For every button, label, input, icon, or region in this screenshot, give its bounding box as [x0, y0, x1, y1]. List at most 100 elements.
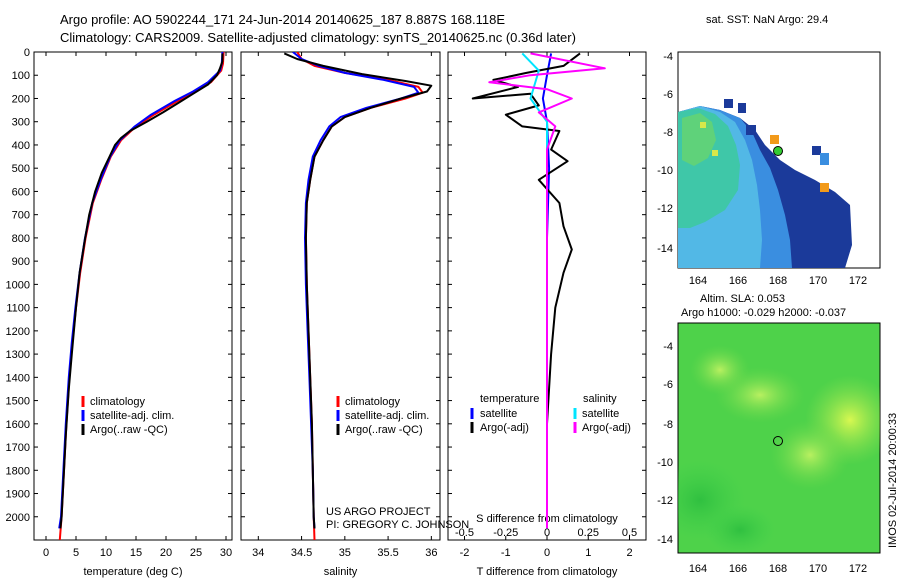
y-tick-label: 1300	[6, 349, 30, 361]
sst-map-title: sat. SST: NaN Argo: 29.4	[706, 14, 828, 26]
pi-credit: PI: GREGORY C. JOHNSON	[326, 519, 469, 531]
sla-xtick-label: 164	[689, 563, 707, 575]
sst-ytick-label: -6	[663, 89, 673, 101]
sla-axes: 164 166 168 170 172 -4 -6 -8 -10 -12 -14	[657, 341, 867, 575]
profile-chart-1: 34 34.5 35 35.5 36 salinity	[240, 51, 441, 578]
profile-chart-0: 0 5 10 15 20 25 30 temperature (deg C) 0 100 200 30…	[6, 47, 233, 578]
y-tick-label: 800	[12, 233, 30, 245]
legend-head-temperature: temperature	[480, 393, 539, 405]
x-axis-label: salinity	[324, 566, 358, 578]
figure-title-line2: Climatology: CARS2009. Satellite-adjuste…	[60, 30, 576, 45]
legend-temperature: climatology satellite-adj. clim. Argo(..…	[81, 396, 174, 436]
sst-ytick-label: -12	[657, 203, 673, 215]
x-tick-label: 30	[220, 547, 232, 559]
y-tick-label: 1000	[6, 279, 30, 291]
sla-ytick-label: -8	[663, 419, 673, 431]
x-tick-label: 36	[425, 547, 437, 559]
sla-ytick-label: -12	[657, 495, 673, 507]
sla-xtick-label: 166	[729, 563, 747, 575]
y-tick-label: 100	[12, 70, 30, 82]
y-tick-label: 600	[12, 186, 30, 198]
y-tick-label: 500	[12, 163, 30, 175]
series-line-2	[283, 52, 433, 529]
y-tick-label: 1500	[6, 396, 30, 408]
sla-map: 164 166 168 170 172 -4 -6 -8 -10 -12 -14	[657, 322, 881, 575]
y-tick-label: 1700	[6, 442, 30, 454]
y-tick-label: 900	[12, 256, 30, 268]
top-x-tick-label: 0.5	[622, 527, 637, 539]
y-tick-label: 0	[24, 47, 30, 59]
x-tick-label: 35	[339, 547, 351, 559]
sla-xtick-label: 168	[769, 563, 787, 575]
y-tick-label: 1900	[6, 489, 30, 501]
x-tick-label: 2	[626, 547, 632, 559]
sst-ytick-label: -8	[663, 127, 673, 139]
legend-label-sat: satellite-adj. clim.	[345, 410, 429, 422]
x-axis-label: T difference from climatology	[477, 566, 618, 578]
x-tick-label: 34	[252, 547, 264, 559]
legend-difference: temperature salinity satellite Argo(-adj…	[470, 393, 631, 434]
project-credit: US ARGO PROJECT	[326, 506, 431, 518]
y-tick-label: 700	[12, 210, 30, 222]
sst-ytick-label: -14	[657, 243, 673, 255]
legend-label-argo: Argo(..raw -QC)	[90, 424, 168, 436]
series-group	[58, 52, 225, 540]
sla-map-title-line1: Altim. SLA: 0.053	[700, 293, 785, 305]
x-tick-label: 10	[100, 547, 112, 559]
legend-label-t-argo: Argo(-adj)	[480, 422, 529, 434]
top-x-tick-label: -0.25	[493, 527, 518, 539]
legend-label-argo: Argo(..raw -QC)	[345, 424, 423, 436]
legend-label-clim: climatology	[345, 396, 401, 408]
sla-xtick-label: 170	[809, 563, 827, 575]
sst-map: 164 166 168 170 172 -4 -6 -8 -10 -12 -14	[657, 51, 881, 287]
y-tick-label: 1200	[6, 326, 30, 338]
plot-frame	[33, 51, 233, 541]
sla-ytick-label: -14	[657, 534, 673, 546]
x-tick-label: 0	[544, 547, 550, 559]
legend-label-t-sat: satellite	[480, 408, 517, 420]
profile-chart-2: -2 -1 0 1 2 T difference from climatology -0.5…	[447, 51, 647, 578]
series-line-3	[488, 52, 606, 529]
sst-axes: 164 166 168 170 172 -4 -6 -8 -10 -12 -14	[657, 51, 867, 287]
legend-head-salinity: salinity	[583, 393, 617, 405]
timestamp: IMOS 02-Jul-2014 20:00:33	[887, 413, 899, 548]
x-tick-label: 25	[190, 547, 202, 559]
top-x-tick-label: -0.5	[455, 527, 474, 539]
series-line-2	[59, 53, 224, 529]
legend-label-s-sat: satellite	[582, 408, 619, 420]
y-tick-label: 1100	[6, 303, 30, 315]
legend-salinity: climatology satellite-adj. clim. Argo(..…	[336, 396, 429, 436]
x-tick-label: 20	[160, 547, 172, 559]
sla-ytick-label: -4	[663, 341, 673, 353]
y-tick-label: 200	[12, 93, 30, 105]
sla-ytick-label: -6	[663, 379, 673, 391]
sst-xtick-label: 172	[849, 275, 867, 287]
x-tick-label: 0	[43, 547, 49, 559]
figure-title-line1: Argo profile: AO 5902244_171 24-Jun-2014…	[60, 12, 505, 27]
sla-ytick-label: -10	[657, 457, 673, 469]
x-tick-label: 34.5	[291, 547, 312, 559]
top-x-tick-label: 0	[544, 527, 550, 539]
x-tick-label: -1	[501, 547, 511, 559]
x-tick-label: 1	[585, 547, 591, 559]
legend-label-clim: climatology	[90, 396, 146, 408]
sst-xtick-label: 164	[689, 275, 707, 287]
sla-xtick-label: 172	[849, 563, 867, 575]
sst-xtick-label: 166	[729, 275, 747, 287]
x-tick-label: 5	[73, 547, 79, 559]
x-tick-label: 35.5	[377, 547, 398, 559]
sst-xtick-label: 170	[809, 275, 827, 287]
y-tick-label: 300	[12, 117, 30, 129]
top-x-tick-label: 0.25	[578, 527, 599, 539]
sst-xtick-label: 168	[769, 275, 787, 287]
plot-frame	[240, 51, 441, 541]
legend-label-sat: satellite-adj. clim.	[90, 410, 174, 422]
sst-field	[678, 99, 852, 268]
sst-ytick-label: -10	[657, 165, 673, 177]
x-tick-label: 15	[130, 547, 142, 559]
y-tick-label: 1400	[6, 372, 30, 384]
sst-ytick-label: -4	[663, 51, 673, 63]
y-tick-label: 2000	[6, 512, 30, 524]
